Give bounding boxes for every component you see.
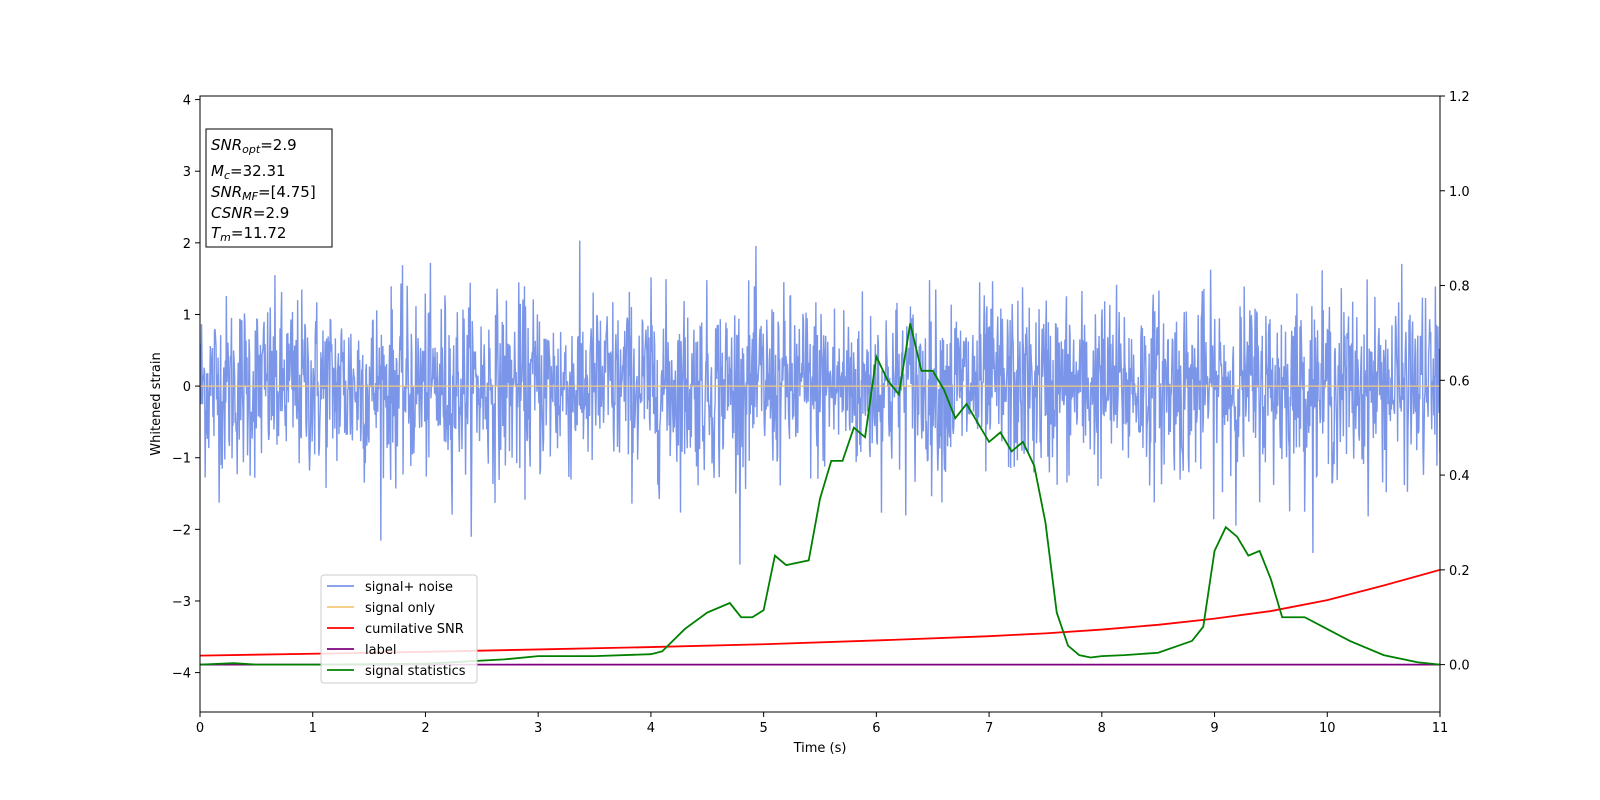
annotation-tm: Tm=11.72 <box>211 224 286 244</box>
y-tick-label: −3 <box>172 595 191 610</box>
y2-tick-label: 0.2 <box>1449 564 1470 579</box>
y2-tick-label: 1.0 <box>1449 185 1470 200</box>
y2-tick-label: 0.4 <box>1449 469 1470 484</box>
y2-tick-label: 0.0 <box>1449 659 1470 674</box>
y2-tick-label: 0.8 <box>1449 280 1470 295</box>
x-tick-label: 6 <box>872 721 880 736</box>
y-tick-label: 0 <box>183 380 191 395</box>
series-line-signal-statistics <box>200 323 1440 666</box>
legend-label-cumilative-snr: cumilative SNR <box>365 622 464 637</box>
x-tick-label: 4 <box>647 721 655 736</box>
annotation-frame <box>205 128 333 248</box>
y-tick-label: 2 <box>183 237 191 252</box>
series-line-cumilative-snr <box>200 568 1440 657</box>
y-tick-label: −4 <box>172 667 191 682</box>
y-tick-label: 4 <box>183 94 191 109</box>
series-line-signal-noise <box>200 240 1440 565</box>
y-tick-label: −2 <box>172 523 191 538</box>
x-tick-label: 5 <box>759 721 767 736</box>
legend-label-label: label <box>365 643 396 658</box>
x-tick-label: 2 <box>421 721 429 736</box>
y-tick-label: −1 <box>172 452 191 467</box>
x-tick-label: 8 <box>1098 721 1106 736</box>
x-tick-label: 0 <box>196 721 204 736</box>
x-tick-label: 1 <box>309 721 317 736</box>
x-tick-label: 3 <box>534 721 542 736</box>
x-tick-label: 7 <box>985 721 993 736</box>
legend-frame <box>320 574 478 684</box>
legend-label-signal-statistics: signal statistics <box>365 664 466 679</box>
x-tick-label: 11 <box>1432 721 1449 736</box>
annotation-csnr: CSNR=2.9 <box>211 204 289 222</box>
x-axis-label: Time (s) <box>793 741 847 756</box>
y-axis-label: Whitened strain <box>149 352 164 455</box>
plot-frame <box>199 95 1441 713</box>
annotation-snr-mf: SNRMF=[4.75] <box>211 183 316 203</box>
annotation-mc: Mc=32.31 <box>211 162 286 182</box>
y2-tick-label: 0.6 <box>1449 374 1470 389</box>
annotation-box: SNRopt=2.9 Mc=32.31 SNRMF=[4.75] CSNR=2.… <box>205 128 333 248</box>
legend: signal+ noise signal only cumilative SNR la… <box>320 574 478 684</box>
axes: 0 1 2 3 4 5 6 7 8 9 10 1143210−1−2−3−41.21.00.80.60… <box>172 90 1470 736</box>
x-tick-label: 10 <box>1319 721 1336 736</box>
y2-tick-label: 1.2 <box>1449 90 1470 105</box>
legend-label-signal-noise: signal+ noise <box>365 580 453 595</box>
legend-label-signal-only: signal only <box>365 601 435 616</box>
annotation-snr-opt: SNRopt=2.9 <box>211 136 297 156</box>
x-tick-label: 9 <box>1210 721 1218 736</box>
y-tick-label: 1 <box>183 308 191 323</box>
y-tick-label: 3 <box>183 165 191 180</box>
